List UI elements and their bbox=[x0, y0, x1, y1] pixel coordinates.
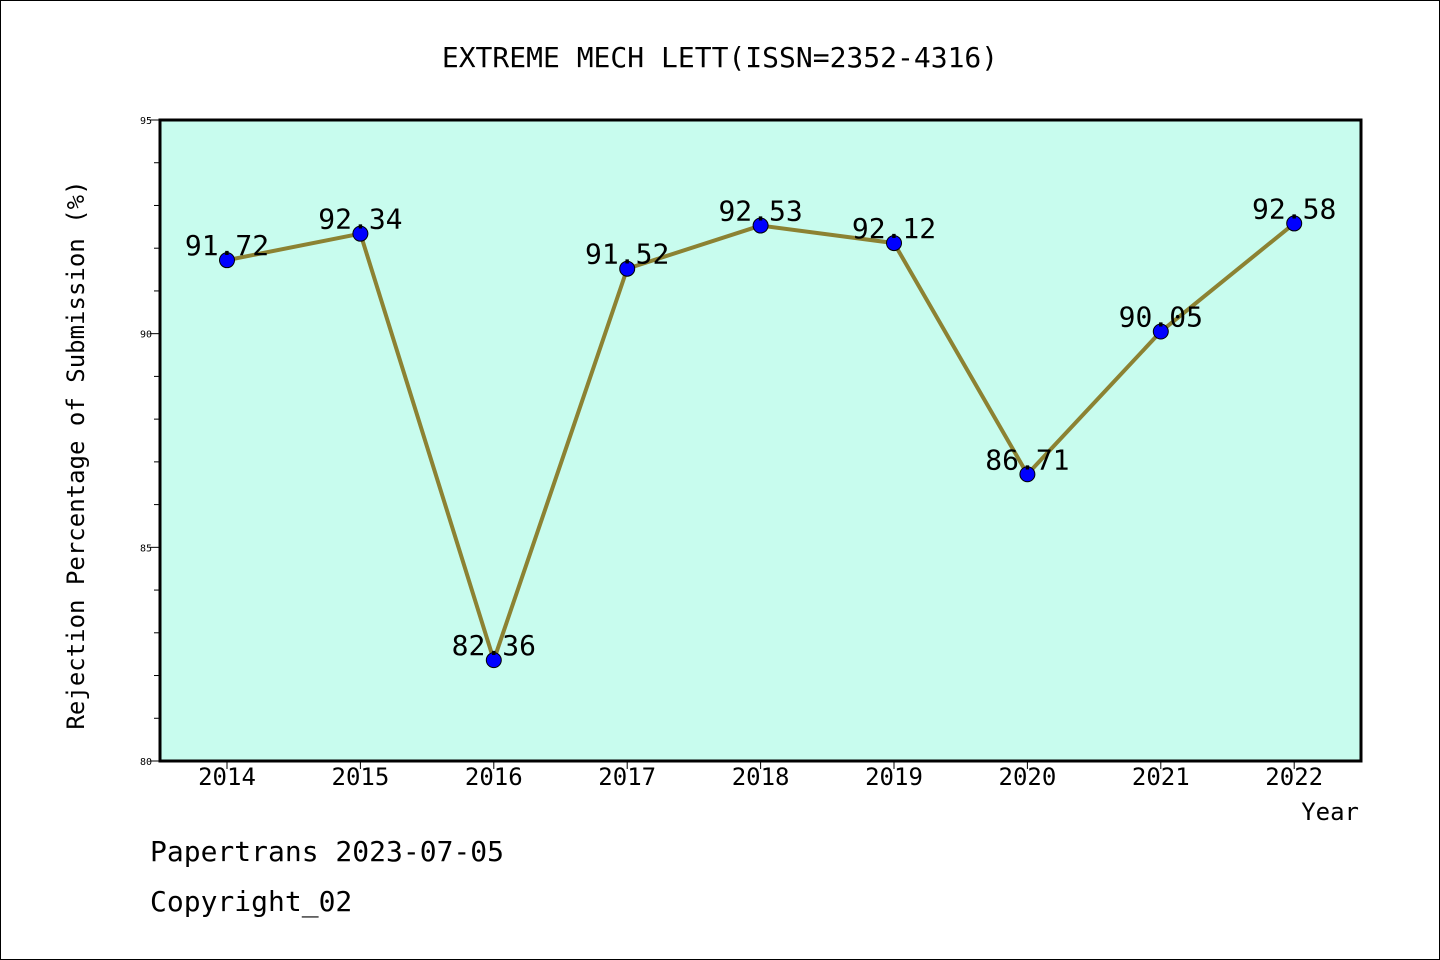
x-tick-label: 2016 bbox=[465, 763, 523, 791]
x-tick-label: 2015 bbox=[332, 763, 390, 791]
series bbox=[219, 215, 1303, 669]
y-tick-label: 85 bbox=[140, 543, 152, 554]
copyright-footer: Copyright_02 bbox=[150, 885, 353, 918]
data-point bbox=[752, 217, 769, 234]
chart-title: EXTREME MECH LETT(ISSN=2352-4316) bbox=[442, 41, 998, 74]
x-axis-title: Year bbox=[1301, 798, 1359, 826]
data-label: 92.12 bbox=[852, 212, 936, 245]
x-tick-label: 2020 bbox=[999, 763, 1057, 791]
y-axis-title: Rejection Percentage of Submission (%) bbox=[62, 180, 90, 729]
data-label: 92.34 bbox=[318, 203, 402, 236]
data-point bbox=[1152, 323, 1169, 340]
data-label: 82.36 bbox=[452, 629, 536, 662]
x-tick-label: 2017 bbox=[598, 763, 656, 791]
data-point bbox=[1019, 466, 1036, 483]
y-tick-label: 95 bbox=[140, 116, 152, 127]
data-label: 90.05 bbox=[1119, 301, 1203, 334]
data-label: 92.58 bbox=[1252, 192, 1336, 225]
data-labels: 91.72 92.34 82.36 91.52 92.53 92.12 86.71 90.05… bbox=[185, 192, 1336, 662]
x-axis: 2014 2015 2016 2017 2018 2019 2020 2021 2022 bbox=[198, 761, 1323, 791]
data-point bbox=[1286, 215, 1303, 232]
data-point bbox=[619, 260, 636, 277]
data-label: 91.52 bbox=[585, 238, 669, 271]
data-label: 91.72 bbox=[185, 229, 269, 262]
x-tick-label: 2021 bbox=[1132, 763, 1190, 791]
data-point bbox=[886, 235, 902, 252]
data-label: 86.71 bbox=[985, 443, 1069, 476]
data-point bbox=[485, 652, 502, 669]
data-point bbox=[352, 225, 369, 242]
x-tick-label: 2014 bbox=[198, 763, 256, 791]
y-axis: 80 85 90 95 bbox=[140, 116, 160, 768]
x-tick-label: 2018 bbox=[732, 763, 790, 791]
x-tick-label: 2022 bbox=[1265, 763, 1323, 791]
y-tick-label: 90 bbox=[140, 330, 152, 341]
data-label: 92.53 bbox=[718, 195, 802, 228]
source-footer: Papertrans 2023-07-05 bbox=[150, 835, 505, 868]
x-tick-label: 2019 bbox=[865, 763, 923, 791]
data-point bbox=[219, 252, 235, 269]
y-tick-label: 80 bbox=[140, 757, 152, 768]
